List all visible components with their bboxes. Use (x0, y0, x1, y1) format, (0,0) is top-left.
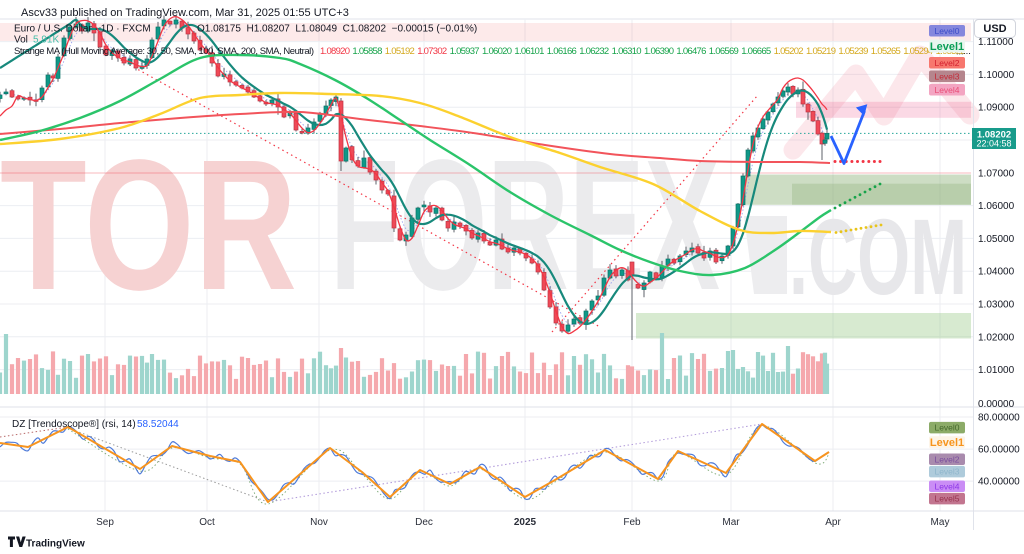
svg-text:1.05219: 1.05219 (806, 46, 836, 57)
svg-text:1.06166: 1.06166 (547, 46, 577, 57)
svg-text:Dec: Dec (415, 517, 433, 528)
svg-text:Level2: Level2 (934, 58, 959, 68)
svg-text:1.02000: 1.02000 (978, 332, 1015, 343)
svg-text:1.05937: 1.05937 (450, 46, 480, 57)
svg-text:40.00000: 40.00000 (978, 477, 1020, 488)
svg-text:DZ [Trendoscope®] (rsi, 14): DZ [Trendoscope®] (rsi, 14) (12, 419, 136, 430)
svg-text:Level1: Level1 (930, 437, 964, 449)
svg-text:Vol: Vol (14, 35, 28, 46)
svg-text:Strange MA (Hull Moving Averag: Strange MA (Hull Moving Average: 30, 50,… (14, 46, 314, 57)
svg-text:1.07302: 1.07302 (417, 46, 447, 57)
svg-text:2025: 2025 (514, 517, 537, 528)
svg-text:Ascv33 published on TradingVie: Ascv33 published on TradingView.com, Mar… (21, 7, 349, 19)
svg-text:1.08202: 1.08202 (977, 130, 1011, 141)
svg-text:1.08920: 1.08920 (320, 46, 350, 57)
svg-text:Oct: Oct (199, 517, 215, 528)
svg-text:60.00000: 60.00000 (978, 445, 1020, 456)
svg-text:TradingView: TradingView (26, 539, 85, 550)
svg-text:1.06101: 1.06101 (514, 46, 544, 57)
svg-text:May: May (931, 517, 950, 528)
svg-text:1.06569: 1.06569 (709, 46, 739, 57)
svg-text:Level0: Level0 (934, 26, 959, 36)
svg-text:Euro / U.S. Dollar · 1D · FXCM: Euro / U.S. Dollar · 1D · FXCM (14, 24, 151, 35)
svg-text:1.06232: 1.06232 (579, 46, 609, 57)
svg-text:1.06000: 1.06000 (978, 201, 1015, 212)
svg-text:1.05000: 1.05000 (978, 234, 1015, 245)
svg-text:1.05192: 1.05192 (385, 46, 415, 57)
svg-text:.COM: .COM (789, 196, 967, 317)
svg-text:Level4: Level4 (934, 85, 959, 95)
svg-text:22:04:58: 22:04:58 (976, 139, 1011, 149)
svg-text:USD: USD (983, 23, 1006, 35)
svg-text:Level5: Level5 (934, 494, 959, 504)
svg-text:1.06390: 1.06390 (644, 46, 674, 57)
svg-text:58.52044: 58.52044 (137, 419, 179, 430)
svg-text:1.06476: 1.06476 (676, 46, 706, 57)
svg-text:1.05294: 1.05294 (903, 46, 933, 57)
svg-text:Level4: Level4 (934, 481, 959, 491)
svg-text:1.06665: 1.06665 (741, 46, 771, 57)
svg-text:1.06310: 1.06310 (612, 46, 642, 57)
svg-text:1.01000: 1.01000 (978, 365, 1015, 376)
svg-text:1.05265: 1.05265 (871, 46, 901, 57)
svg-text:TOR: TOR (0, 122, 297, 329)
svg-text:1.09000: 1.09000 (978, 103, 1015, 114)
svg-text:1.05202: 1.05202 (774, 46, 804, 57)
svg-text:Level1: Level1 (930, 41, 964, 53)
svg-text:1.04000: 1.04000 (978, 267, 1015, 278)
svg-text:1.11000: 1.11000 (978, 37, 1014, 48)
svg-text:1.05239: 1.05239 (838, 46, 868, 57)
svg-text:Apr: Apr (825, 517, 841, 528)
svg-text:1.05858: 1.05858 (352, 46, 382, 57)
svg-text:Level3: Level3 (934, 467, 959, 477)
svg-text:...: ... (956, 47, 964, 57)
svg-text:1.10000: 1.10000 (978, 70, 1015, 81)
svg-text:...: ... (963, 46, 971, 57)
svg-text:Mar: Mar (722, 517, 740, 528)
svg-text:O1.08175 H1.08207 L1.08049: O1.08175 H1.08207 L1.08049 C1.08202 −0.0… (197, 24, 477, 35)
svg-text:Level2: Level2 (934, 454, 959, 464)
svg-text:1.03000: 1.03000 (978, 300, 1015, 311)
svg-text:Sep: Sep (96, 517, 114, 528)
svg-text:Feb: Feb (623, 517, 641, 528)
svg-text:0.00000: 0.00000 (978, 399, 1015, 410)
svg-text:FOREX: FOREX (330, 122, 720, 329)
svg-text:Nov: Nov (310, 517, 328, 528)
svg-text:Level0: Level0 (934, 423, 959, 433)
svg-text:1.07000: 1.07000 (978, 168, 1015, 179)
svg-text:5.91K: 5.91K (33, 35, 59, 46)
svg-text:1.06020: 1.06020 (482, 46, 512, 57)
svg-text:80.00000: 80.00000 (978, 413, 1020, 424)
svg-text:Level3: Level3 (934, 71, 959, 81)
